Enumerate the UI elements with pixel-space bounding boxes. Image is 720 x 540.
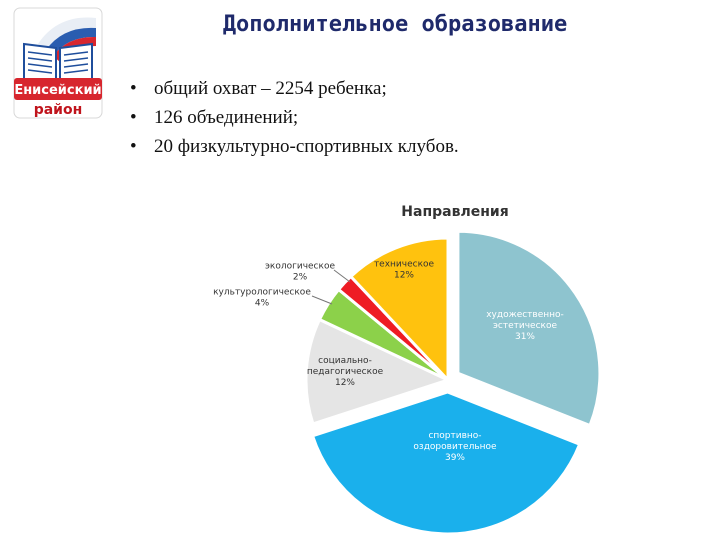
- slice-category-label-5: техническое: [374, 260, 435, 270]
- pie-slice-0: [456, 229, 602, 428]
- flag-stripe-white: [38, 17, 96, 50]
- slice-category-label-0: эстетическое: [493, 321, 558, 331]
- slice-value-label-2: 12%: [335, 378, 355, 388]
- logo-text-line2: район: [34, 102, 83, 118]
- slice-value-label-0: 31%: [515, 332, 535, 342]
- slice-category-label-4: экологическое: [265, 262, 335, 272]
- bullet-item-associations: 126 объединений;: [128, 103, 459, 132]
- slice-value-label-4: 2%: [293, 273, 308, 283]
- leader-line-4: [333, 269, 351, 283]
- slice-category-label-1: спортивно-: [428, 431, 481, 441]
- slice-category-label-2: педагогическое: [307, 367, 384, 377]
- logo-text-line1: Енисейский: [14, 83, 101, 98]
- pie-slice-5: [348, 236, 450, 384]
- slice-value-label-1: 39%: [445, 453, 465, 463]
- pie-slice-1: [310, 390, 582, 536]
- leader-line-3: [311, 295, 333, 305]
- slice-category-label-3: культурологическое: [213, 288, 311, 298]
- pie-slice-2: [304, 317, 453, 426]
- slide-title: Дополнительное образование: [222, 12, 568, 37]
- slice-value-label-5: 12%: [394, 271, 414, 281]
- slice-value-label-3: 4%: [255, 299, 270, 309]
- logo: Енисейский район: [13, 7, 103, 119]
- bullet-list: общий охват – 2254 ребенка; 126 объедине…: [128, 74, 459, 161]
- slice-category-label-1: оздоровительное: [413, 442, 497, 452]
- chart-title: Направления: [401, 204, 508, 220]
- flag-stripe-blue: [46, 27, 96, 56]
- slice-category-label-2: социально-: [318, 356, 372, 366]
- slice-category-label-0: художественно-: [486, 310, 564, 320]
- bullet-item-sport-clubs: 20 физкультурно-спортивных клубов.: [128, 132, 459, 161]
- bullet-item-coverage: общий охват – 2254 ребенка;: [128, 74, 459, 103]
